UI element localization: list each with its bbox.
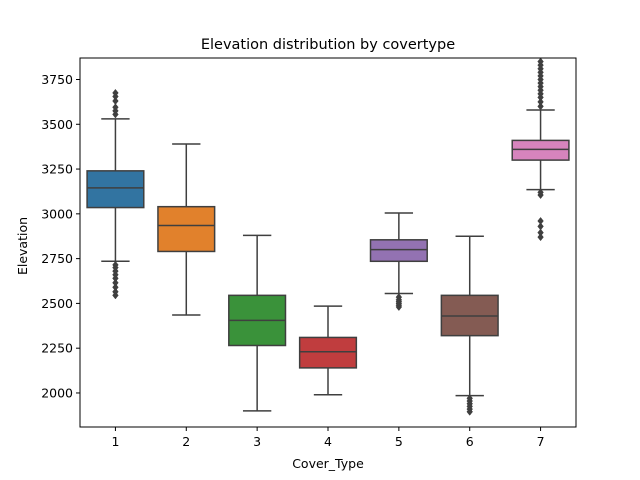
y-axis-label: Elevation [15,217,30,275]
outlier-point [112,103,119,112]
box-group-3 [228,234,287,412]
outlier-point [537,222,544,231]
x-tick-label: 3 [253,434,261,449]
x-tick-label: 2 [182,434,190,449]
outlier-point [112,88,119,97]
outlier-point [537,97,544,106]
x-tick-label: 1 [111,434,119,449]
outlier-point [537,217,544,226]
outlier-point [537,228,544,237]
outlier-point [112,283,119,292]
outlier-point [112,96,119,105]
y-tick-label: 2000 [41,385,73,400]
y-tick-label: 3250 [41,162,73,177]
outlier-point [466,394,473,403]
outlier-point [537,102,544,111]
y-tick-label: 2750 [41,251,73,266]
iqr-box [369,239,428,263]
box-group-1 [86,88,145,300]
x-tick-label: 5 [395,434,403,449]
iqr-box [157,205,216,253]
outlier-point [112,287,119,296]
outlier-point [537,188,544,197]
iqr-box [298,336,358,369]
box-group-5 [369,212,428,311]
outlier-point [537,233,544,242]
y-tick-label: 2250 [41,341,73,356]
outlier-point [112,278,119,287]
plot-area: 2000 2250 2500 2750 3000 3250 3500 3750 1 2 3 4 5 6 7 [41,57,577,449]
x-axis-label: Cover_Type [292,456,364,471]
outlier-point [112,260,119,269]
box-group-2 [157,143,216,316]
x-tick-label: 7 [537,434,545,449]
y-tick-label: 3500 [41,117,73,132]
x-tick-label: 4 [324,434,332,449]
y-tick-label: 3750 [41,72,73,87]
iqr-box [86,170,145,209]
box-group-7 [511,57,570,242]
y-tick-label: 3000 [41,206,73,221]
box-group-6 [440,235,499,416]
y-tick-label: 2500 [41,296,73,311]
iqr-box [511,139,570,161]
outlier-point [395,293,403,302]
box-group-4 [298,305,358,396]
outlier-point [537,57,544,66]
x-tick-label: 6 [466,434,474,449]
chart-title: Elevation distribution by covertype [201,37,455,53]
